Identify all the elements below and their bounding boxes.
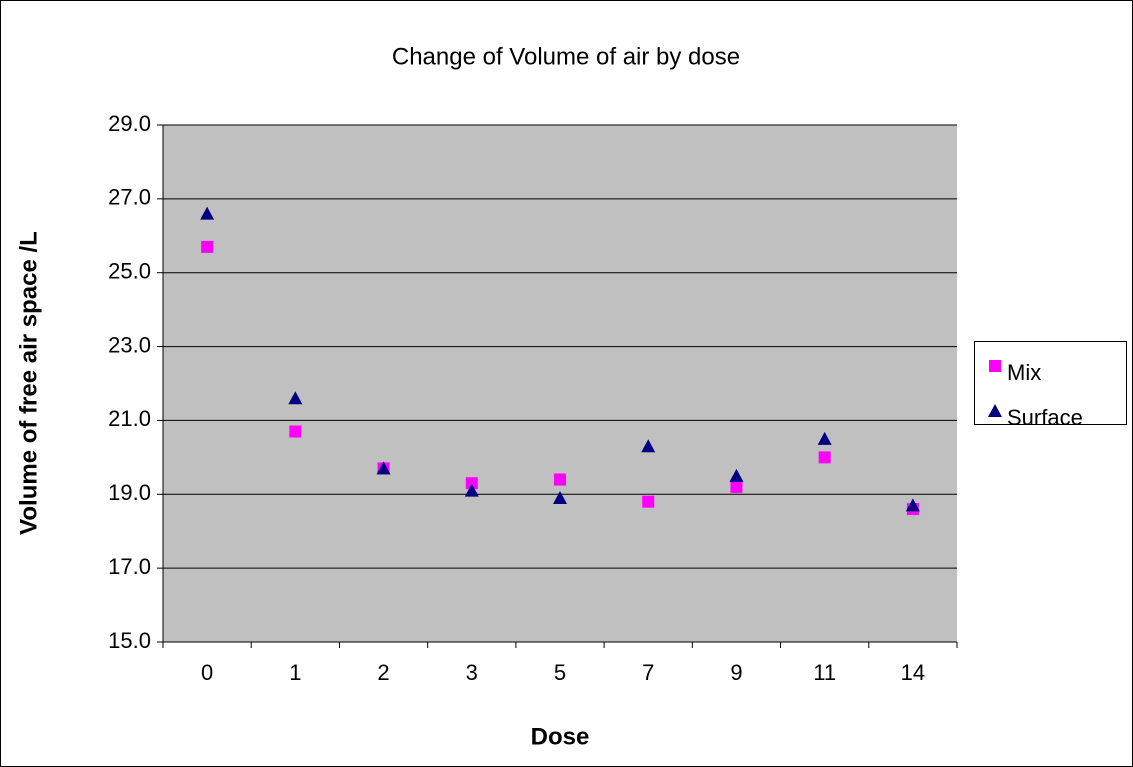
square-marker xyxy=(201,240,214,253)
x-tick-label: 1 xyxy=(289,660,301,685)
triangle-marker xyxy=(376,461,391,475)
x-tick-label: 14 xyxy=(901,660,925,685)
x-tick-label: 9 xyxy=(730,660,742,685)
square-marker xyxy=(289,425,302,438)
plot-area xyxy=(163,125,957,642)
square-marker xyxy=(554,473,566,486)
y-tick-label: 27.0 xyxy=(108,185,151,210)
triangle-marker xyxy=(905,498,920,512)
y-tick-label: 15.0 xyxy=(108,628,151,653)
square-marker xyxy=(465,477,478,490)
legend-label: Mix xyxy=(1007,360,1041,385)
triangle-marker xyxy=(817,431,832,445)
x-tick-label: 2 xyxy=(377,660,389,685)
triangle-marker xyxy=(288,391,303,405)
y-tick-label: 29.0 xyxy=(108,111,151,136)
y-tick-label: 21.0 xyxy=(108,406,151,431)
triangle-marker xyxy=(988,404,1002,417)
x-tick-label: 0 xyxy=(201,660,213,685)
triangle-marker xyxy=(464,483,479,497)
triangle-marker xyxy=(641,439,656,453)
square-marker xyxy=(730,480,743,493)
square-marker xyxy=(818,451,831,464)
x-tick-label: 7 xyxy=(642,660,654,685)
y-axis-label: Volume of free air space /L xyxy=(15,231,42,535)
square-marker xyxy=(642,495,655,508)
triangle-marker xyxy=(553,490,567,504)
x-axis-label: Dose xyxy=(531,723,590,750)
y-tick-label: 23.0 xyxy=(108,332,151,357)
x-tick-label: 5 xyxy=(554,660,566,685)
legend xyxy=(974,341,1127,425)
x-tick-label: 11 xyxy=(813,660,836,685)
chart-title: Change of Volume of air by dose xyxy=(392,43,740,70)
y-tick-label: 17.0 xyxy=(108,554,151,579)
x-tick-label: 3 xyxy=(466,660,478,685)
triangle-marker xyxy=(200,206,215,220)
legend-label: Surface xyxy=(1007,405,1083,430)
square-marker xyxy=(989,360,1001,372)
triangle-marker xyxy=(729,468,744,482)
y-tick-label: 25.0 xyxy=(108,259,151,284)
y-tick-label: 19.0 xyxy=(108,480,151,505)
